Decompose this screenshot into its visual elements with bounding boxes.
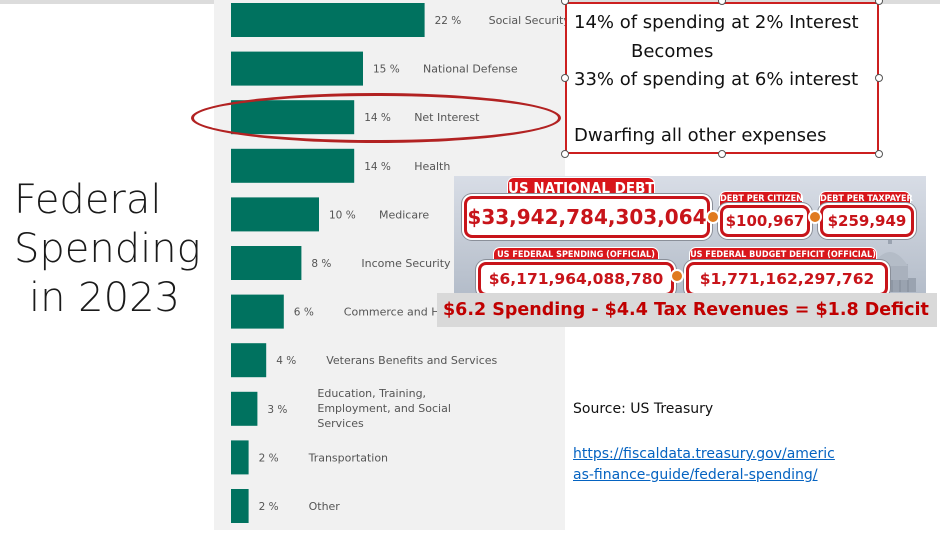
bar-category-label: Commerce and H: [344, 306, 440, 319]
interest-note-box[interactable]: 14% of spending at 2% Interest Becomes 3…: [565, 2, 879, 154]
source-label: Source: US Treasury: [573, 401, 714, 417]
bar-veterans-benefits-and-services: [231, 343, 267, 378]
national-debt-value: $33,942,784,303,064: [464, 196, 710, 238]
bar-value-label: 10 %: [329, 209, 356, 221]
bar-category-label: Social Security: [489, 14, 565, 27]
bar-value-label: 8 %: [311, 258, 331, 270]
deficit-summary-banner: $6.2 Spending - $4.4 Tax Revenues = $1.8…: [437, 293, 937, 327]
debt-clock-banner: US NATIONAL DEBT $33,942,784,303,064 DEB…: [454, 176, 926, 296]
net-interest-highlight-ellipse: [191, 93, 561, 143]
bar-category-label: Income Security: [361, 257, 451, 270]
bar-category-label: Other: [309, 500, 341, 513]
bar-value-label: 4 %: [276, 355, 296, 367]
bar-category-label: National Defense: [423, 63, 518, 76]
slide-title: Federal Spending in 2023: [14, 176, 214, 323]
debt-per-taxpayer-label: DEBT PER TAXPAYER: [820, 192, 913, 206]
slide-title-line-3: in 2023: [29, 275, 180, 321]
bar-value-label: 2 %: [259, 452, 279, 464]
resize-handle[interactable]: [718, 0, 726, 5]
budget-deficit-label: US FEDERAL BUDGET DEFICIT (OFFICIAL): [690, 248, 876, 262]
federal-spending-value: $6,171,964,088,780: [478, 262, 674, 296]
source-link-line-1[interactable]: https://fiscaldata.treasury.gov/americ: [573, 446, 835, 462]
bar-category-label: Transportation: [308, 451, 388, 464]
bar-commerce-and-housing-credit: [231, 294, 284, 329]
resize-handle[interactable]: [875, 0, 883, 5]
connector-icon: [670, 269, 684, 283]
bar-category-label: Education, Training, Employment, and Soci…: [317, 387, 451, 430]
bar-transportation: [231, 440, 249, 475]
budget-deficit-value: $1,771,162,297,762: [686, 262, 888, 296]
bar-value-label: 15 %: [373, 64, 400, 76]
note-line-2: Becomes: [631, 41, 714, 62]
bar-income-security: [231, 246, 302, 280]
resize-handle[interactable]: [561, 74, 569, 82]
bar-other: [231, 489, 249, 523]
bar-category-label: Veterans Benefits and Services: [326, 354, 497, 367]
slide-title-line-2: Spending: [14, 226, 201, 272]
debt-per-citizen-value: $100,967: [720, 205, 810, 237]
connector-icon: [706, 210, 720, 224]
source-link-line-2[interactable]: as-finance-guide/federal-spending/: [573, 467, 818, 483]
bar-national-defense: [231, 51, 363, 86]
source-link[interactable]: https://fiscaldata.treasury.gov/americ a…: [573, 444, 863, 486]
connector-icon: [808, 210, 822, 224]
resize-handle[interactable]: [718, 150, 726, 158]
bar-category-label: Medicare: [379, 208, 429, 221]
resize-handle[interactable]: [561, 0, 569, 5]
bar-medicare: [231, 197, 319, 232]
note-line-3: 33% of spending at 6% interest: [574, 69, 859, 90]
bar-value-label: 14 %: [364, 161, 391, 173]
bar-value-label: 3 %: [267, 404, 287, 416]
note-line-1: 14% of spending at 2% Interest: [574, 12, 859, 33]
federal-spending-label: US FEDERAL SPENDING (OFFICIAL): [494, 248, 658, 262]
national-debt-label: US NATIONAL DEBT: [508, 178, 655, 198]
slide-title-line-1: Federal: [14, 177, 162, 223]
bar-social-security: [231, 3, 425, 37]
bar-health: [231, 148, 355, 183]
debt-per-citizen-label: DEBT PER CITIZEN: [720, 192, 803, 206]
bar-value-label: 2 %: [259, 501, 279, 513]
note-line-4: Dwarfing all other expenses: [574, 125, 827, 146]
resize-handle[interactable]: [875, 150, 883, 158]
debt-per-taxpayer-value: $259,949: [820, 205, 914, 237]
bar-education-training-employment-and-social-services: [231, 391, 258, 426]
resize-handle[interactable]: [561, 150, 569, 158]
bar-value-label: 6 %: [294, 307, 314, 319]
spending-chart-panel: 22 % Social Security 15 % National Defense 1…: [214, 0, 565, 530]
bar-value-label: 22 %: [435, 15, 462, 27]
resize-handle[interactable]: [875, 74, 883, 82]
bar-category-label: Health: [414, 160, 450, 173]
